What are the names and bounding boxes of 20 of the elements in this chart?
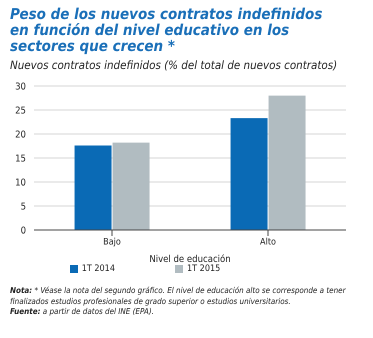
y-tick-label: 25: [15, 105, 26, 116]
x-tick-label: Alto: [260, 237, 276, 248]
y-tick-label: 5: [20, 201, 26, 212]
chart-subtitle: Nuevos contratos indefinidos (% del total de nuevos contratos): [10, 58, 338, 72]
y-tick-label: 15: [15, 153, 26, 164]
x-tick-label: Bajo: [103, 237, 121, 248]
bar: [268, 96, 306, 230]
y-tick-label: 30: [15, 81, 26, 92]
chart-title: Peso de los nuevos contratos indefinidos en función del nivel educativo en los sectores que crecen *: [10, 5, 324, 55]
bar: [230, 118, 268, 230]
text: Nota: * Véase la nota del segundo gráfico. El nivel de educación alto se corresponde a tener finalizados estudios profesionales de grado superior o estudios universitarios.: [10, 286, 346, 306]
x-axis-title: Nivel de educación: [149, 254, 231, 265]
legend-label: 1T 2015: [187, 264, 220, 274]
y-tick-label: 20: [15, 129, 26, 140]
bar: [112, 142, 150, 230]
legend-label: 1T 2014: [82, 264, 115, 274]
y-tick-label: 10: [15, 177, 26, 188]
bar: [74, 146, 112, 230]
y-tick-label: 0: [20, 225, 26, 236]
source-note: Fuente: a partir de datos del INE (EPA).: [10, 307, 154, 316]
